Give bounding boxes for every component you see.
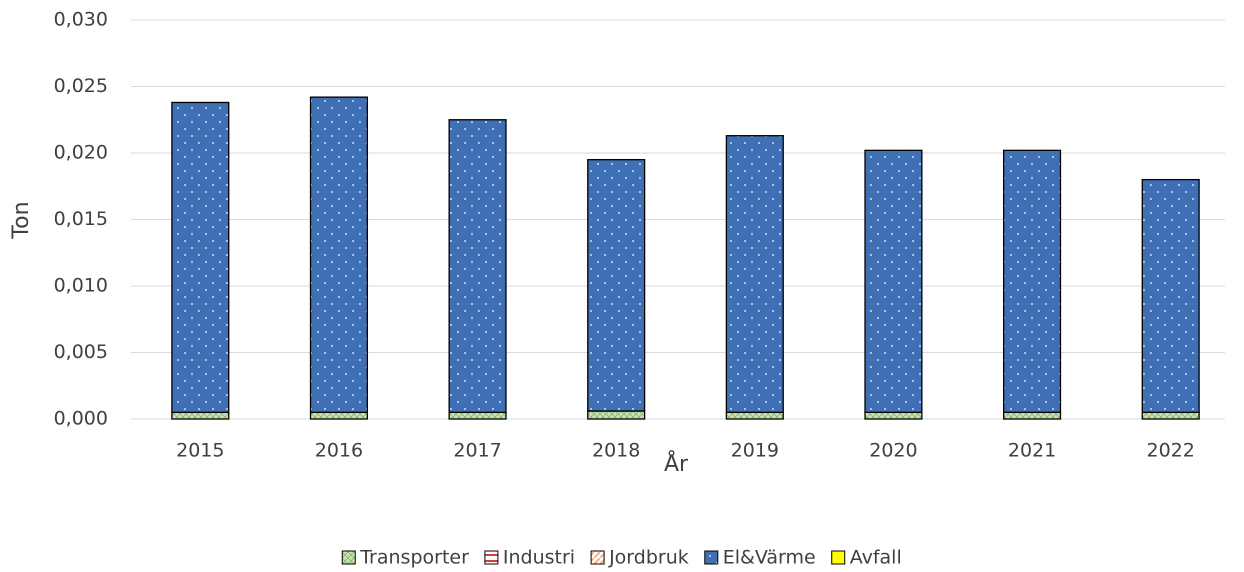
bar-segment — [1002, 411, 1062, 420]
bar-segment — [309, 96, 369, 413]
y-tick-label: 0,010 — [54, 275, 108, 297]
bar-segment — [725, 135, 784, 414]
x-tick-label: 2020 — [869, 440, 917, 462]
x-tick-label: 2016 — [315, 440, 363, 462]
legend-label: Transporter — [359, 547, 469, 569]
legend-label: El&Värme — [723, 547, 816, 569]
legend-swatch — [831, 550, 846, 565]
legend-swatch — [704, 550, 719, 565]
x-tick-label: 2019 — [731, 440, 779, 462]
bar-segment — [1141, 178, 1200, 414]
bar-segment — [448, 411, 507, 420]
legend-swatch — [484, 550, 499, 565]
y-tick-label: 0,000 — [54, 408, 108, 430]
x-tick-label: 2015 — [176, 440, 224, 462]
bar-segment — [448, 119, 507, 414]
legend-swatch — [341, 550, 356, 565]
bar-segment — [864, 149, 923, 414]
bar-segment — [587, 410, 646, 420]
x-tick-label: 2017 — [453, 440, 501, 462]
bar-segment — [171, 101, 230, 414]
bar-segment — [1002, 149, 1062, 414]
legend-label: Industri — [503, 547, 575, 569]
legend-label: Jordbruk — [608, 547, 689, 569]
y-tick-label: 0,015 — [54, 208, 108, 230]
bar-segment — [587, 158, 646, 412]
x-axis-label: År — [664, 450, 689, 477]
y-tick-label: 0,030 — [54, 9, 108, 31]
bar-segment — [171, 411, 230, 420]
bar-segment — [1141, 411, 1200, 420]
x-tick-label: 2022 — [1147, 440, 1195, 462]
bar-segment — [725, 411, 784, 420]
y-tick-label: 0,005 — [54, 341, 108, 363]
bar-segment — [864, 411, 923, 420]
x-tick-label: 2018 — [592, 440, 640, 462]
legend-label: Avfall — [850, 547, 902, 569]
bar-segment — [309, 411, 369, 420]
legend-swatch — [590, 550, 605, 565]
y-tick-label: 0,025 — [54, 75, 108, 97]
y-tick-label: 0,020 — [54, 142, 108, 164]
y-axis-label: Ton — [9, 201, 34, 239]
x-tick-label: 2021 — [1008, 440, 1056, 462]
